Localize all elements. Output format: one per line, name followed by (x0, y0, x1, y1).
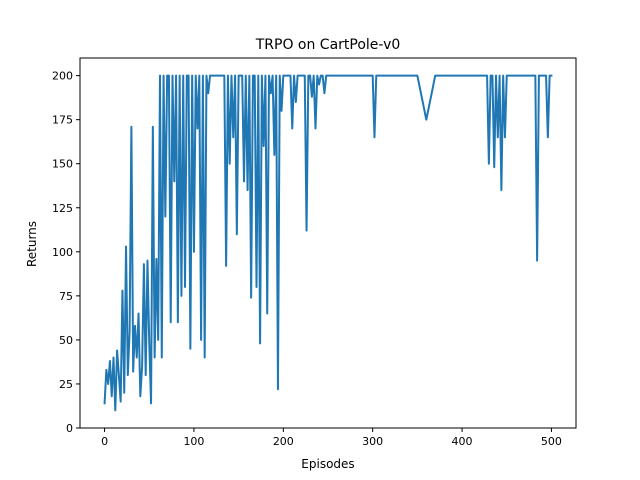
plot-area (103, 74, 553, 412)
y-tick-label: 175 (52, 114, 73, 127)
x-tick-label: 500 (541, 435, 562, 448)
y-axis-label: Returns (25, 221, 39, 267)
y-tick-label: 200 (52, 70, 73, 83)
x-tick-label: 0 (101, 435, 108, 448)
y-tick-label: 25 (59, 378, 73, 391)
axes-frame (79, 57, 577, 429)
y-tick-label: 150 (52, 158, 73, 171)
x-axis-label: Episodes (301, 457, 354, 471)
x-tick-label: 200 (273, 435, 294, 448)
y-tick-label: 75 (59, 290, 73, 303)
y-tick-label: 125 (52, 202, 73, 215)
x-tick-label: 400 (452, 435, 473, 448)
y-tick-label: 100 (52, 246, 73, 259)
x-tick-label: 300 (362, 435, 383, 448)
returns-series-line (103, 74, 553, 412)
y-tick-label: 0 (66, 422, 73, 435)
chart-title: TRPO on CartPole-v0 (255, 37, 401, 53)
x-tick-label: 100 (183, 435, 204, 448)
axis-ticks: 0 100 200 300 400 500 0 25 50 75 100 125 150 175 200 (52, 70, 562, 448)
y-tick-label: 50 (59, 334, 73, 347)
